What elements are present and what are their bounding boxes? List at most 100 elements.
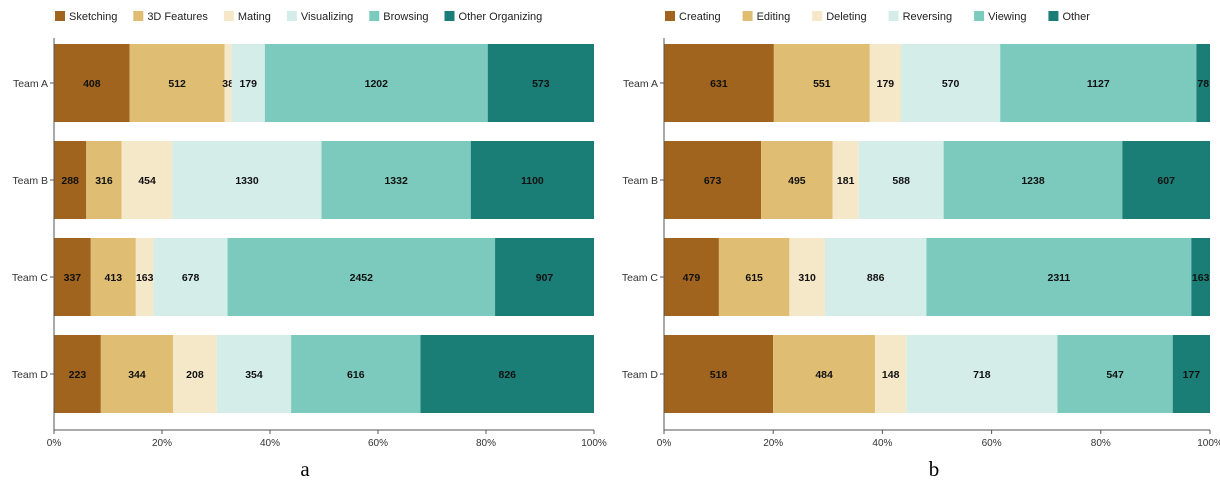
- data-label: 512: [168, 78, 186, 90]
- data-label: 484: [815, 369, 833, 381]
- data-label: 78: [1197, 78, 1209, 90]
- data-label: 288: [61, 175, 79, 187]
- data-label: 588: [892, 175, 910, 187]
- category-label: Team D: [622, 369, 659, 381]
- data-label: 1202: [365, 78, 389, 90]
- legend-label: Mating: [238, 11, 271, 23]
- legend-swatch: [133, 11, 144, 21]
- data-label: 344: [128, 369, 146, 381]
- data-label: 408: [83, 78, 101, 90]
- bar-segment: [832, 141, 859, 219]
- data-label: 607: [1157, 175, 1175, 187]
- bar-segment: [54, 141, 87, 219]
- x-tick-label: 80%: [476, 438, 496, 449]
- legend-label: 3D Features: [147, 11, 208, 23]
- x-tick-label: 60%: [368, 438, 388, 449]
- x-tick-label: 60%: [982, 438, 1002, 449]
- category-label: Team B: [622, 175, 658, 187]
- bar-segment: [900, 44, 1001, 122]
- bar-segment: [291, 335, 421, 413]
- bar-segment: [470, 141, 594, 219]
- data-label: 678: [182, 272, 200, 284]
- data-label: 310: [798, 272, 816, 284]
- panel-label: b: [929, 457, 940, 481]
- category-label: Team C: [622, 272, 659, 284]
- bar-segment: [264, 44, 488, 122]
- data-label: 518: [710, 369, 728, 381]
- data-label: 181: [837, 175, 855, 187]
- data-label: 413: [105, 272, 123, 284]
- data-label: 907: [536, 272, 554, 284]
- legend-swatch: [888, 11, 899, 21]
- legend-swatch: [1048, 11, 1059, 21]
- data-label: 337: [64, 272, 82, 284]
- legend-swatch: [369, 11, 380, 21]
- x-tick-label: 0%: [47, 438, 62, 449]
- data-label: 208: [186, 369, 204, 381]
- bar-segment: [90, 238, 136, 316]
- bar-segment: [216, 335, 292, 413]
- legend-swatch: [286, 11, 297, 21]
- x-tick-label: 80%: [1091, 438, 1111, 449]
- bar-segment: [869, 44, 901, 122]
- bar-segment: [54, 238, 91, 316]
- legend-label: Editing: [757, 11, 791, 23]
- bar-segment: [129, 44, 225, 122]
- data-label: 570: [942, 78, 960, 90]
- data-label: 573: [532, 78, 550, 90]
- x-tick-label: 100%: [581, 438, 607, 449]
- bar-segment: [943, 141, 1123, 219]
- bar-segment: [1191, 238, 1210, 316]
- legend-swatch: [812, 11, 823, 21]
- bar-segment: [224, 44, 232, 122]
- category-label: Team C: [12, 272, 49, 284]
- legend-label: Sketching: [69, 11, 117, 23]
- data-label: 826: [498, 369, 516, 381]
- data-label: 551: [813, 78, 831, 90]
- bar-segment: [858, 141, 944, 219]
- data-label: 673: [704, 175, 722, 187]
- x-tick-label: 40%: [872, 438, 892, 449]
- x-tick-label: 100%: [1197, 438, 1220, 449]
- bar-segment: [664, 335, 774, 413]
- data-label: 2452: [350, 272, 374, 284]
- data-label: 179: [877, 78, 895, 90]
- bar-segment: [227, 238, 496, 316]
- legend-label: Other Organizing: [459, 11, 543, 23]
- bar-segment: [420, 335, 594, 413]
- bar-segment: [1172, 335, 1210, 413]
- data-label: 163: [136, 272, 154, 284]
- data-label: 177: [1183, 369, 1201, 381]
- bar-segment: [231, 44, 265, 122]
- x-tick-label: 20%: [152, 438, 172, 449]
- chart-panel-b: Creating Editing Deleting Reversing Viewing O…: [622, 11, 1220, 481]
- bar-segment: [718, 238, 790, 316]
- bar-segment: [172, 141, 322, 219]
- data-label: 316: [95, 175, 113, 187]
- chart-panel-a: Sketching 3D Features Mating Visualizing Bro…: [12, 11, 607, 481]
- data-label: 38: [222, 78, 234, 90]
- panel-label: a: [300, 457, 310, 481]
- bar-segment: [100, 335, 174, 413]
- bar-segment: [773, 335, 876, 413]
- legend-label: Reversing: [903, 11, 953, 23]
- data-label: 148: [882, 369, 900, 381]
- bar-segment: [135, 238, 154, 316]
- bar-segment: [789, 238, 825, 316]
- data-label: 547: [1106, 369, 1124, 381]
- bar-segment: [153, 238, 228, 316]
- bar-segment: [926, 238, 1192, 316]
- legend-label: Viewing: [988, 11, 1026, 23]
- data-label: 179: [239, 78, 257, 90]
- data-label: 1100: [521, 175, 544, 187]
- bar-segment: [906, 335, 1058, 413]
- legend-swatch: [55, 11, 65, 21]
- x-tick-label: 20%: [763, 438, 783, 449]
- legend-swatch: [444, 11, 455, 21]
- data-label: 718: [973, 369, 991, 381]
- bar-segment: [321, 141, 471, 219]
- data-label: 495: [788, 175, 806, 187]
- bar-segment: [487, 44, 594, 122]
- bar-segment: [664, 238, 719, 316]
